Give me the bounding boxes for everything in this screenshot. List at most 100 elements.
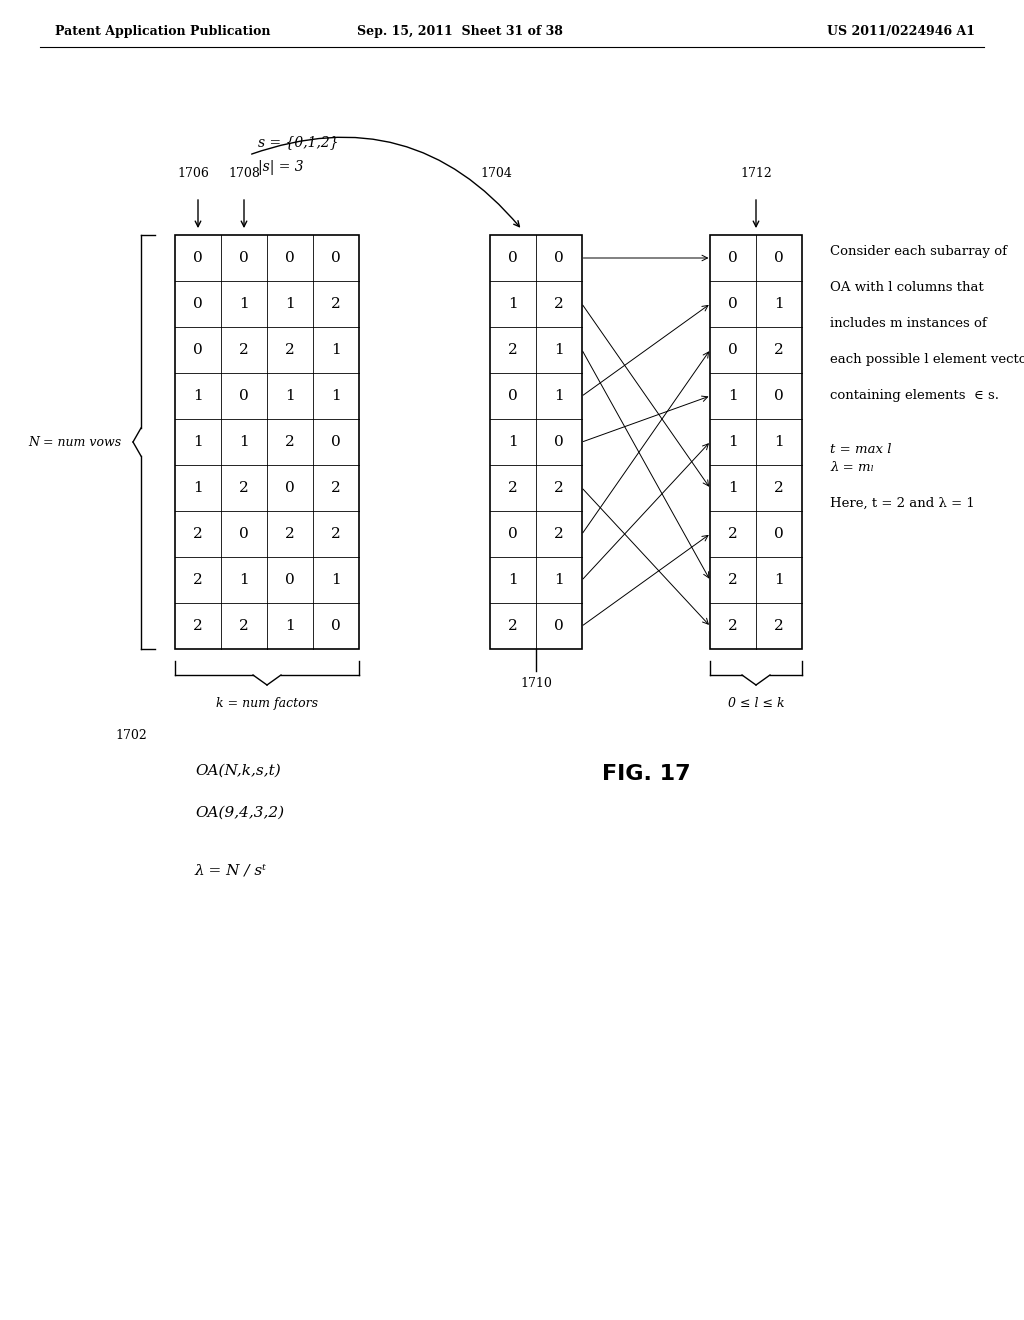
Text: US 2011/0224946 A1: US 2011/0224946 A1 xyxy=(827,25,975,38)
Text: 0: 0 xyxy=(728,343,738,356)
Text: containing elements  ∈ s.: containing elements ∈ s. xyxy=(830,389,999,403)
Text: 1: 1 xyxy=(194,436,203,449)
Text: 2: 2 xyxy=(240,619,249,634)
Text: Here, t = 2 and λ = 1: Here, t = 2 and λ = 1 xyxy=(830,498,975,510)
Text: Consider each subarray of: Consider each subarray of xyxy=(830,246,1007,257)
Text: 0: 0 xyxy=(554,619,564,634)
Text: 0: 0 xyxy=(331,619,341,634)
Text: OA(N,k,s,t): OA(N,k,s,t) xyxy=(195,764,281,777)
Text: s = {0,1,2}: s = {0,1,2} xyxy=(258,135,339,149)
Text: λ = mₗ: λ = mₗ xyxy=(830,461,873,474)
Text: 1: 1 xyxy=(554,389,564,403)
Text: 0: 0 xyxy=(194,297,203,312)
Text: 2: 2 xyxy=(331,527,341,541)
Text: 2: 2 xyxy=(508,480,518,495)
Text: 0: 0 xyxy=(554,436,564,449)
Text: each possible l element vector: each possible l element vector xyxy=(830,352,1024,366)
Text: 2: 2 xyxy=(554,297,564,312)
Text: 2: 2 xyxy=(728,573,738,587)
Text: 2: 2 xyxy=(285,527,295,541)
Text: 1708: 1708 xyxy=(228,168,260,180)
Text: 0 ≤ l ≤ k: 0 ≤ l ≤ k xyxy=(728,697,784,710)
Text: 2: 2 xyxy=(554,527,564,541)
Text: 1706: 1706 xyxy=(177,168,209,180)
Text: 2: 2 xyxy=(285,343,295,356)
Text: 1: 1 xyxy=(285,619,295,634)
Text: 1: 1 xyxy=(728,436,738,449)
Text: 2: 2 xyxy=(508,619,518,634)
Text: k = num factors: k = num factors xyxy=(216,697,318,710)
Text: 0: 0 xyxy=(240,389,249,403)
Text: 1: 1 xyxy=(331,573,341,587)
Text: 1: 1 xyxy=(194,480,203,495)
Text: 2: 2 xyxy=(508,343,518,356)
Text: 1: 1 xyxy=(285,389,295,403)
Text: OA(9,4,3,2): OA(9,4,3,2) xyxy=(195,807,284,820)
Text: 0: 0 xyxy=(331,251,341,265)
Text: 0: 0 xyxy=(728,297,738,312)
Text: 1: 1 xyxy=(774,297,784,312)
Text: 2: 2 xyxy=(331,480,341,495)
Text: N = num vows: N = num vows xyxy=(28,436,121,449)
Text: 2: 2 xyxy=(194,573,203,587)
Text: 1: 1 xyxy=(194,389,203,403)
Text: 0: 0 xyxy=(285,251,295,265)
Text: 0: 0 xyxy=(554,251,564,265)
Text: 2: 2 xyxy=(194,527,203,541)
Text: 2: 2 xyxy=(774,619,784,634)
Text: 1: 1 xyxy=(240,436,249,449)
Text: 0: 0 xyxy=(774,527,784,541)
Text: t = max l: t = max l xyxy=(830,444,892,455)
Text: OA with l columns that: OA with l columns that xyxy=(830,281,984,294)
Text: λ = N / sᵗ: λ = N / sᵗ xyxy=(195,865,267,878)
Text: 2: 2 xyxy=(728,619,738,634)
Text: 1712: 1712 xyxy=(740,168,772,180)
Text: 2: 2 xyxy=(194,619,203,634)
Text: includes m instances of: includes m instances of xyxy=(830,317,987,330)
Text: FIG. 17: FIG. 17 xyxy=(602,764,690,784)
Text: 1: 1 xyxy=(508,436,518,449)
Text: 1710: 1710 xyxy=(520,677,552,690)
Text: 2: 2 xyxy=(240,343,249,356)
Text: 0: 0 xyxy=(240,251,249,265)
Text: 1702: 1702 xyxy=(115,729,146,742)
Text: 0: 0 xyxy=(728,251,738,265)
Text: 1: 1 xyxy=(331,389,341,403)
Text: 2: 2 xyxy=(774,343,784,356)
Text: 2: 2 xyxy=(728,527,738,541)
Text: Patent Application Publication: Patent Application Publication xyxy=(55,25,270,38)
Text: 0: 0 xyxy=(508,251,518,265)
Text: 1: 1 xyxy=(240,297,249,312)
Text: 0: 0 xyxy=(331,436,341,449)
Text: 1: 1 xyxy=(728,389,738,403)
Bar xyxy=(175,235,359,649)
Text: 2: 2 xyxy=(554,480,564,495)
Text: 0: 0 xyxy=(240,527,249,541)
Text: Sep. 15, 2011  Sheet 31 of 38: Sep. 15, 2011 Sheet 31 of 38 xyxy=(357,25,563,38)
Text: 1: 1 xyxy=(774,573,784,587)
Bar xyxy=(490,235,582,649)
Text: 2: 2 xyxy=(240,480,249,495)
Text: 1: 1 xyxy=(554,573,564,587)
Bar xyxy=(710,235,802,649)
Text: 0: 0 xyxy=(285,573,295,587)
Text: 1704: 1704 xyxy=(480,168,512,180)
Text: 0: 0 xyxy=(774,389,784,403)
Text: 0: 0 xyxy=(774,251,784,265)
Text: 0: 0 xyxy=(285,480,295,495)
Text: 0: 0 xyxy=(508,527,518,541)
Text: 1: 1 xyxy=(774,436,784,449)
Text: 2: 2 xyxy=(285,436,295,449)
Text: 1: 1 xyxy=(331,343,341,356)
Text: 1: 1 xyxy=(728,480,738,495)
Text: 2: 2 xyxy=(774,480,784,495)
Text: |s| = 3: |s| = 3 xyxy=(258,160,304,176)
Text: 0: 0 xyxy=(194,343,203,356)
Text: 0: 0 xyxy=(194,251,203,265)
Text: 0: 0 xyxy=(508,389,518,403)
Text: 1: 1 xyxy=(508,297,518,312)
Text: 2: 2 xyxy=(331,297,341,312)
Text: 1: 1 xyxy=(240,573,249,587)
Text: 1: 1 xyxy=(554,343,564,356)
Text: 1: 1 xyxy=(285,297,295,312)
